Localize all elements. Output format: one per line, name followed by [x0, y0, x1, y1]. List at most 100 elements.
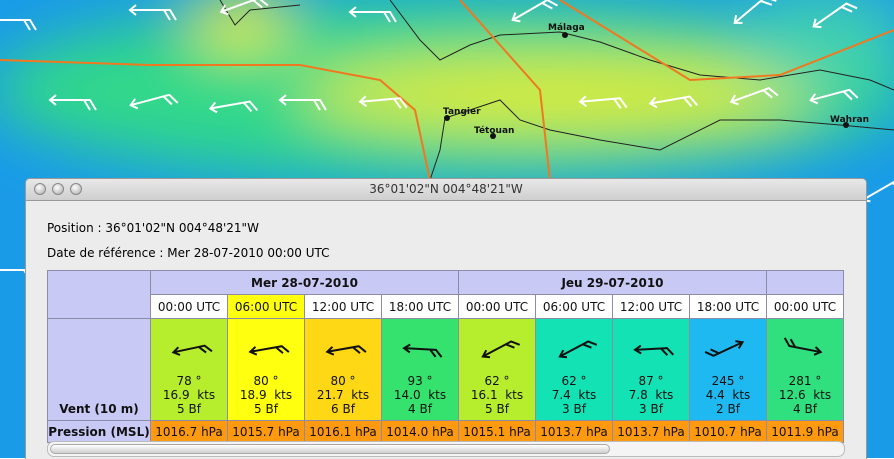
wind-speed: 14.0 kts [393, 388, 447, 402]
city [843, 122, 849, 128]
pressure-cell: 1010.7 hPa [689, 420, 767, 443]
wind-direction: 80 ° [330, 374, 356, 388]
close-button[interactable] [34, 183, 46, 195]
wind-speed: 16.1 kts [470, 388, 524, 402]
wind-barb [809, 88, 859, 105]
time-header: 18:00 UTC [381, 294, 459, 319]
wind-arrow [402, 343, 443, 358]
time-header: 06:00 UTC [227, 294, 305, 319]
info-window: 36°01'02"N 004°48'21"W Position : 36°01'… [25, 178, 867, 459]
wind-barb [219, 0, 269, 16]
wind-beaufort: 5 Bf [254, 402, 278, 416]
wind-cell: 87 ° 7.8 kts 3 Bf [612, 318, 690, 421]
scroll-thumb[interactable] [50, 444, 610, 454]
wind-beaufort: 4 Bf [408, 402, 432, 416]
scrollbar[interactable] [47, 441, 845, 457]
wind-barb [578, 95, 628, 109]
pressure-cell: 1013.7 hPa [535, 420, 613, 443]
window-title: 36°01'02"N 004°48'21"W [369, 182, 523, 196]
position: Position : 36°01'02"N 004°48'21"W [47, 221, 259, 235]
wind-direction: 78 ° [176, 374, 202, 388]
wind-arrow [248, 345, 290, 356]
city-label: Tétouan [474, 125, 514, 136]
wind-cell: 80 ° 18.9 kts 5 Bf [227, 318, 305, 421]
wind-arrow [481, 340, 521, 359]
wind-speed: 7.4 kts [551, 388, 597, 402]
wind-direction: 62 ° [484, 374, 510, 388]
border [0, 0, 894, 181]
day-header: Jeu 29-07-2010 [458, 270, 767, 295]
wind-speed: 16.9 kts [162, 388, 216, 402]
pressure-cell: 1015.1 hPa [458, 420, 536, 443]
pressure-cell: 1016.7 hPa [150, 420, 228, 443]
city [490, 133, 496, 139]
row-label: Pression (MSL) [47, 420, 151, 443]
wind-beaufort: 5 Bf [177, 402, 201, 416]
wind-beaufort: 3 Bf [562, 402, 586, 416]
wind-speed: 21.7 kts [316, 388, 370, 402]
coastline [219, 0, 894, 91]
city [444, 115, 450, 121]
wind-direction: 62 ° [561, 374, 587, 388]
wind-barb [348, 6, 397, 23]
wind-barb [48, 94, 97, 111]
wind-barb [129, 93, 179, 110]
city-label: Tangier [443, 107, 481, 117]
wind-barb [0, 19, 37, 31]
wind-barb [648, 95, 699, 109]
wind-arrow [633, 344, 675, 356]
time-header: 00:00 UTC [458, 294, 536, 319]
wind-direction: 80 ° [253, 374, 279, 388]
pressure-cell: 1011.9 hPa [766, 420, 844, 443]
wind-direction: 87 ° [638, 374, 664, 388]
day-header [766, 270, 844, 295]
title-bar: 36°01'02"N 004°48'21"W [26, 179, 866, 201]
wind-direction: 93 ° [407, 374, 433, 388]
wind-arrow [171, 344, 213, 356]
time-header: 18:00 UTC [689, 294, 767, 319]
wind-barb [729, 87, 779, 106]
wind-barb [812, 2, 858, 29]
wind-barb [358, 95, 408, 109]
zoom-button[interactable] [70, 183, 82, 195]
wind-arrow [704, 340, 745, 357]
corner-cell [47, 270, 151, 319]
time-header: 00:00 UTC [150, 294, 228, 319]
wind-beaufort: 3 Bf [639, 402, 663, 416]
day-header: Mer 28-07-2010 [150, 270, 459, 295]
minimize-button[interactable] [52, 183, 64, 195]
pressure-cell: 1014.0 hPa [381, 420, 459, 443]
wind-beaufort: 5 Bf [485, 402, 509, 416]
time-header: 12:00 UTC [612, 294, 690, 319]
wind-barb [278, 94, 327, 111]
pressure-cell: 1015.7 hPa [227, 420, 305, 443]
wind-beaufort: 6 Bf [331, 402, 355, 416]
city [562, 32, 568, 38]
wind-beaufort: 2 Bf [716, 402, 740, 416]
wind-arrow [558, 340, 598, 359]
time-header: 12:00 UTC [304, 294, 382, 319]
pressure-cell: 1013.7 hPa [612, 420, 690, 443]
wind-cell: 78 ° 16.9 kts 5 Bf [150, 318, 228, 421]
wind-beaufort: 4 Bf [793, 402, 817, 416]
city-label: Wahran [830, 115, 869, 125]
wind-cell: 62 ° 16.1 kts 5 Bf [458, 318, 536, 421]
reference-date: Date de référence : Mer 28-07-2010 00:00… [47, 246, 330, 260]
wind-arrow [325, 345, 367, 356]
wind-speed: 4.4 kts [705, 388, 751, 402]
wind-barb [128, 4, 177, 21]
pressure-cell: 1016.1 hPa [304, 420, 382, 443]
wind-direction: 281 ° [788, 374, 822, 388]
wind-barb [733, 0, 777, 24]
wind-speed: 7.8 kts [628, 388, 674, 402]
wind-cell: 245 ° 4.4 kts 2 Bf [689, 318, 767, 421]
wind-field [0, 0, 894, 180]
wind-cell: 80 ° 21.7 kts 6 Bf [304, 318, 382, 421]
wind-speed: 12.6 kts [778, 388, 832, 402]
time-header: 06:00 UTC [535, 294, 613, 319]
forecast-table: Mer 28-07-2010 Jeu 29-07-2010 00:00 UTC 06:… [47, 270, 844, 443]
city-label: Málaga [548, 23, 585, 33]
wind-direction: 245 ° [711, 374, 745, 388]
wind-speed: 18.9 kts [239, 388, 293, 402]
